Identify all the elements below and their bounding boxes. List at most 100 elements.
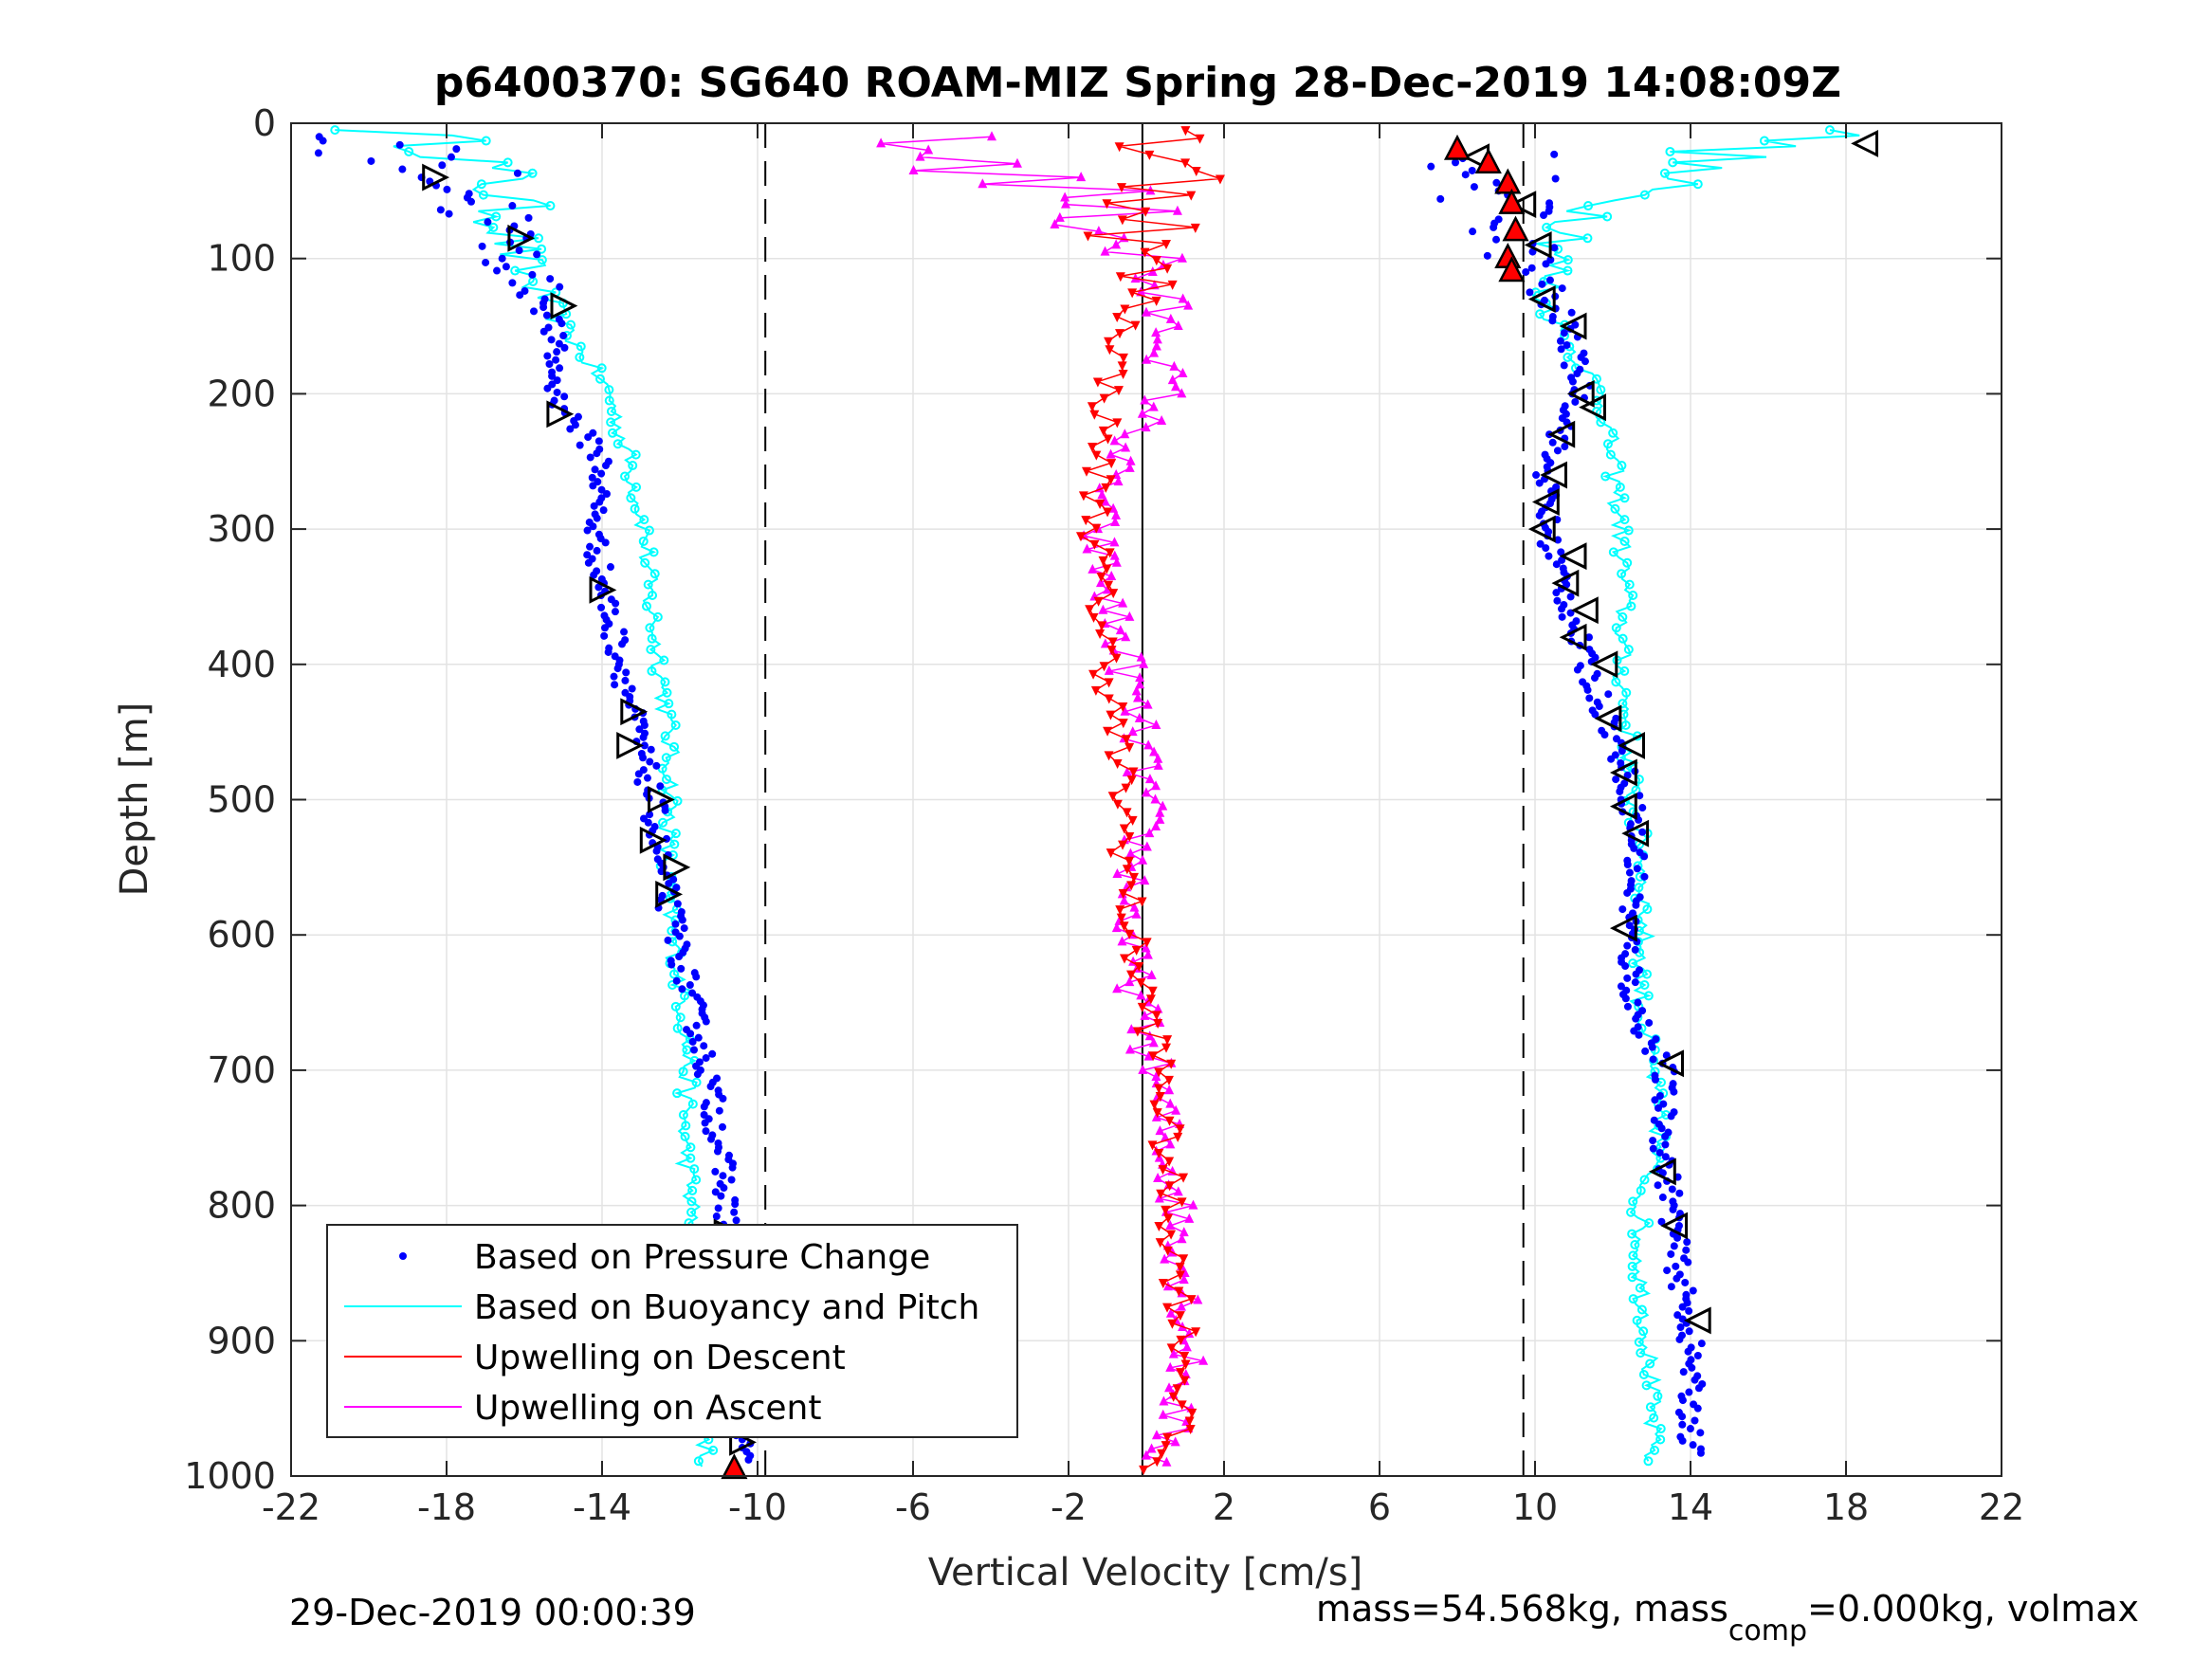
upwelling-descent-point xyxy=(1083,231,1093,242)
ascent-marker-triangle xyxy=(1590,650,1618,679)
pressure-change-point xyxy=(513,169,521,177)
upwelling-descent-point xyxy=(1117,215,1127,226)
ascent-marker-triangle xyxy=(1540,461,1567,489)
pressure-change-point xyxy=(1669,1205,1677,1213)
upwelling-descent-point xyxy=(1116,913,1126,923)
upwelling-descent-point xyxy=(1104,337,1114,347)
pressure-change-point xyxy=(1558,556,1566,564)
upwelling-ascent-point xyxy=(1160,1253,1170,1264)
buoyancy-pitch-point xyxy=(620,471,631,482)
upwelling-descent-point xyxy=(1096,573,1106,583)
upwelling-ascent-point xyxy=(1097,489,1107,500)
buoyancy-pitch-point xyxy=(537,244,547,254)
upwelling-ascent-point xyxy=(1165,1098,1176,1108)
upwelling-ascent-point xyxy=(1153,1173,1163,1183)
upwelling-descent-point xyxy=(1162,264,1173,274)
pressure-change-point xyxy=(590,501,598,510)
pressure-change-point xyxy=(1604,690,1613,699)
buoyancy-pitch-point xyxy=(672,1088,683,1099)
y-tick-label: 900 xyxy=(207,1320,276,1361)
pressure-change-point xyxy=(706,1135,715,1143)
upwelling-descent-point xyxy=(1102,199,1112,210)
upwelling-ascent-point xyxy=(1120,705,1130,716)
upwelling-descent-point xyxy=(1157,1449,1167,1459)
upwelling-descent-point xyxy=(1101,483,1111,493)
pressure-change-point xyxy=(1623,888,1632,897)
pressure-change-point xyxy=(1661,1132,1670,1140)
buoyancy-pitch-point xyxy=(1542,222,1552,232)
pressure-change-point xyxy=(1548,438,1557,447)
red-marker-triangle xyxy=(1502,215,1529,242)
upwelling-ascent-point xyxy=(1150,793,1161,804)
upwelling-ascent-point xyxy=(1125,848,1136,858)
descent-marker-triangle xyxy=(589,575,617,604)
buoyancy-pitch-point xyxy=(678,1066,688,1077)
pressure-change-point xyxy=(1545,276,1554,284)
buoyancy-pitch-point xyxy=(1655,1434,1666,1445)
buoyancy-pitch-point xyxy=(1618,699,1628,709)
pressure-change-point xyxy=(1684,1258,1692,1267)
upwelling-descent-point xyxy=(1091,450,1102,461)
pressure-change-point xyxy=(1566,609,1575,617)
buoyancy-pitch-point xyxy=(693,1456,704,1467)
pressure-change-point xyxy=(1673,1311,1682,1320)
descent-marker-triangle xyxy=(620,698,649,726)
upwelling-ascent-point xyxy=(1141,306,1151,317)
pressure-change-point xyxy=(1553,596,1562,605)
pressure-change-point xyxy=(1461,171,1470,179)
pressure-change-point xyxy=(652,761,661,770)
pressure-change-point xyxy=(1563,580,1571,589)
upwelling-ascent-point xyxy=(1109,435,1120,446)
upwelling-ascent-point xyxy=(1178,293,1188,303)
upwelling-ascent-point xyxy=(908,164,919,174)
pressure-change-point xyxy=(1670,1242,1678,1250)
buoyancy-pitch-point xyxy=(1639,979,1650,990)
upwelling-descent-point xyxy=(1090,685,1101,696)
pressure-change-point xyxy=(1535,479,1544,487)
pressure-change-point xyxy=(1689,1441,1697,1449)
upwelling-ascent-point xyxy=(1132,692,1143,702)
ascent-marker-triangle xyxy=(1559,623,1587,651)
buoyancy-pitch-point xyxy=(1583,201,1594,211)
upwelling-descent-point xyxy=(1179,1376,1190,1386)
pressure-change-point xyxy=(702,1054,710,1063)
buoyancy-pitch-point xyxy=(604,385,614,395)
upwelling-ascent-point xyxy=(1012,157,1022,168)
upwelling-ascent-point xyxy=(1159,1395,1169,1406)
pressure-change-point xyxy=(628,684,636,693)
upwelling-ascent-point xyxy=(1165,313,1176,323)
buoyancy-pitch-point xyxy=(1618,633,1628,644)
pressure-change-point xyxy=(1623,974,1632,982)
red-marker-triangle xyxy=(1443,134,1472,160)
pressure-change-point xyxy=(1621,962,1630,971)
upwelling-descent-point xyxy=(1164,1116,1175,1126)
upwelling-descent-point xyxy=(1127,288,1138,299)
buoyancy-pitch-point xyxy=(687,1099,698,1109)
buoyancy-pitch-point xyxy=(1602,439,1613,449)
buoyancy-pitch-point xyxy=(686,1142,696,1153)
upwelling-descent-point xyxy=(1087,402,1097,412)
buoyancy-pitch-point xyxy=(686,1153,696,1163)
pressure-change-point xyxy=(552,356,560,364)
ascent-marker-triangle xyxy=(1566,379,1595,408)
buoyancy-pitch-point xyxy=(647,665,657,676)
buoyancy-pitch-point xyxy=(1600,471,1611,482)
pressure-change-point xyxy=(447,153,455,161)
upwelling-descent-point xyxy=(1107,792,1118,802)
upwelling-descent-point xyxy=(1175,1262,1185,1272)
upwelling-ascent-point xyxy=(1111,922,1122,933)
pressure-change-point xyxy=(731,1200,740,1209)
pressure-change-point xyxy=(508,279,517,287)
upwelling-ascent-point xyxy=(1149,746,1160,757)
footer-mass-prefix: mass=54.568kg, mass xyxy=(1316,1588,1728,1630)
upwelling-ascent-point xyxy=(1121,442,1131,452)
pressure-change-point xyxy=(1618,905,1627,914)
pressure-change-point xyxy=(445,210,453,218)
x-tick-label: -22 xyxy=(262,1486,320,1528)
buoyancy-pitch-point xyxy=(1692,179,1703,190)
pressure-change-point xyxy=(1550,150,1559,158)
buoyancy-pitch-point xyxy=(1635,1283,1645,1293)
pressure-change-point xyxy=(680,924,688,933)
upwelling-descent-point xyxy=(1112,313,1123,323)
pressure-change-point xyxy=(1427,162,1435,171)
